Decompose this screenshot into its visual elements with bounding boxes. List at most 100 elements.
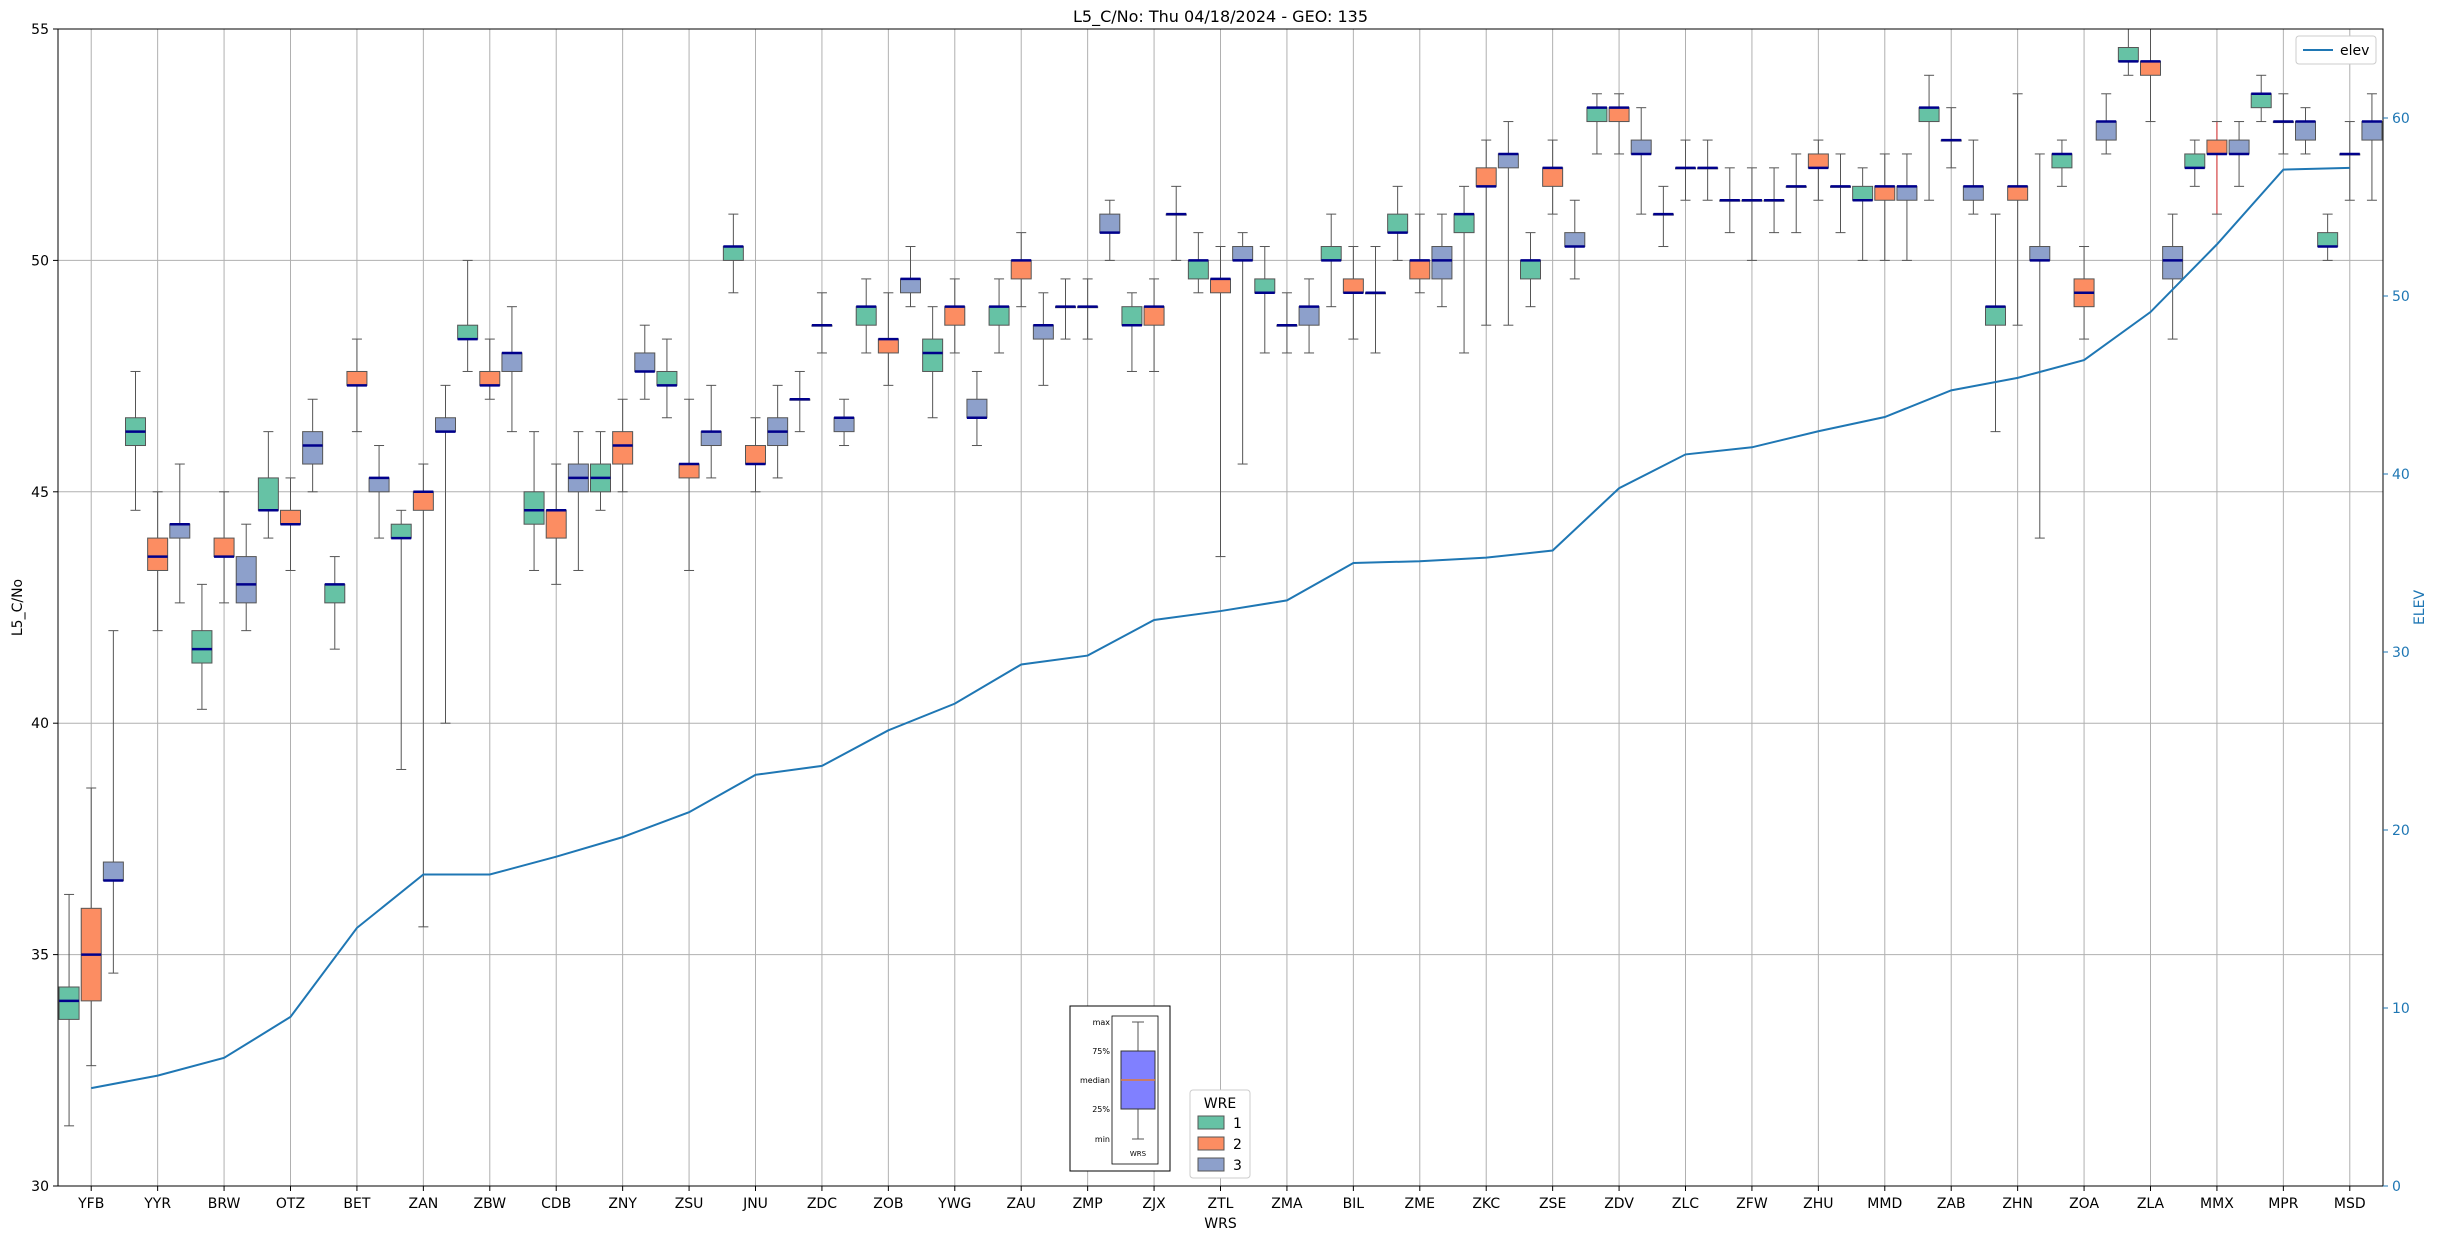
x-tick-label: ZAN [409,1196,439,1212]
wre-legend-label: 1 [1233,1116,1242,1132]
box-wre1-zan [390,509,412,770]
box-wre3-brw [235,523,257,632]
box-wre1-otz [257,431,279,539]
box-wre2-yfb [80,787,102,1067]
box-plots [58,28,2383,1127]
x-tick-label: BET [343,1196,370,1212]
box-wre3-zdc [833,398,855,447]
wre-legend-frame [1189,1089,1251,1179]
box-body [302,431,324,465]
box-wre3-zjx [1165,185,1187,261]
y2-tick-label: 10 [2392,1001,2410,1017]
box-body [1520,259,1541,280]
box-wre3-ywg [966,370,988,447]
x-tick-label: BRW [208,1196,241,1212]
box-wre2-zdv [1608,93,1630,155]
x-tick-label: ZSU [675,1196,704,1212]
box-body [944,306,966,326]
box-body [966,398,988,419]
y2-tick-label: 60 [2392,111,2410,127]
box-body [1630,139,1652,155]
box-body [833,417,855,433]
box-wre1-zob [855,278,877,354]
box-wre3-zoa [2095,93,2117,155]
box-body [2250,93,2272,109]
box-body [169,523,191,539]
box-wre2-zme [1409,213,1431,294]
box-body [1298,306,1320,326]
box-wre1-zoa [2051,139,2073,187]
x-tick-label: ZDV [1604,1196,1634,1212]
box-wre3-zfw [1763,167,1785,234]
x-tick-label: ZSE [1539,1196,1566,1212]
box-wre2-zfw [1741,167,1763,261]
box-body [922,338,944,372]
box-body [1010,259,1032,280]
box-body [1852,185,1874,201]
y-tick-label: 35 [31,948,49,964]
box-body [1985,306,2006,326]
box-wre2-cdb [545,463,567,585]
box-wre1-zsu [656,338,678,419]
box-wre2-zse [1542,139,1564,215]
box-body [2317,232,2339,248]
box-wre2-mmd [1874,153,1896,261]
box-body [722,246,744,261]
box-body [58,986,80,1020]
box-wre1-ztl [1187,232,1209,294]
x-tick-label: OTZ [276,1196,305,1212]
box-wre1-yfb [58,893,80,1127]
x-tick-label: ZJX [1142,1196,1166,1212]
box-wre2-zab [1940,107,1962,169]
y2-tick-label: 30 [2392,645,2410,661]
box-wre3-yfb [102,630,124,974]
box-wre1-jnu [722,213,744,294]
box-body [1409,259,1431,280]
x-tick-label: ZOA [2069,1196,2099,1212]
box-body [479,370,501,386]
box-wre1-mmd [1852,167,1874,261]
box-wre3-zkc [1497,121,1519,326]
box-body [1143,306,1165,326]
x-tick-label: ZBW [474,1196,507,1212]
box-wre2-msd [2339,121,2361,201]
x-tick-label: ZHU [1803,1196,1833,1212]
box-key-inset: max 75% median 25% min WRS [1069,1005,1171,1172]
box-wre3-zsu [700,384,722,479]
box-wre3-zhn [2029,153,2051,539]
box-body [324,583,346,604]
y-tick-label: 55 [31,22,49,38]
x-tick-label: ZKC [1472,1196,1500,1212]
box-body [1608,107,1630,123]
box-wre3-zau [1032,292,1054,386]
box-wre1-zkc [1453,185,1475,354]
x-tick-label: ZMA [1271,1196,1303,1212]
box-body [147,537,169,571]
box-body [745,445,766,465]
box-body [2361,121,2383,141]
box-body [1431,246,1453,280]
x-tick-label: ZAB [1937,1196,1966,1212]
box-wre2-zdc [811,292,833,354]
box-body [1475,167,1497,187]
box-key-xlabel: WRS [1130,1150,1147,1158]
box-body [523,491,545,525]
box-wre2-brw [213,491,235,604]
box-wre1-zfw [1719,167,1741,234]
box-wre2-zau [1010,232,1032,308]
box-body [1497,153,1519,169]
wre-legend-swatch [1197,1157,1225,1172]
box-wre1-zlc [1652,185,1674,248]
elev-legend-frame [2295,35,2377,65]
box-wre1-zma [1254,246,1276,354]
box-body [1099,213,1121,234]
box-body [656,370,678,386]
box-body [1896,185,1918,201]
box-body [877,338,899,354]
y2-tick-label: 40 [2392,467,2410,483]
elev-legend: elev [2295,35,2377,65]
elev-line [91,166,2350,1090]
elev-line-group [91,166,2350,1090]
